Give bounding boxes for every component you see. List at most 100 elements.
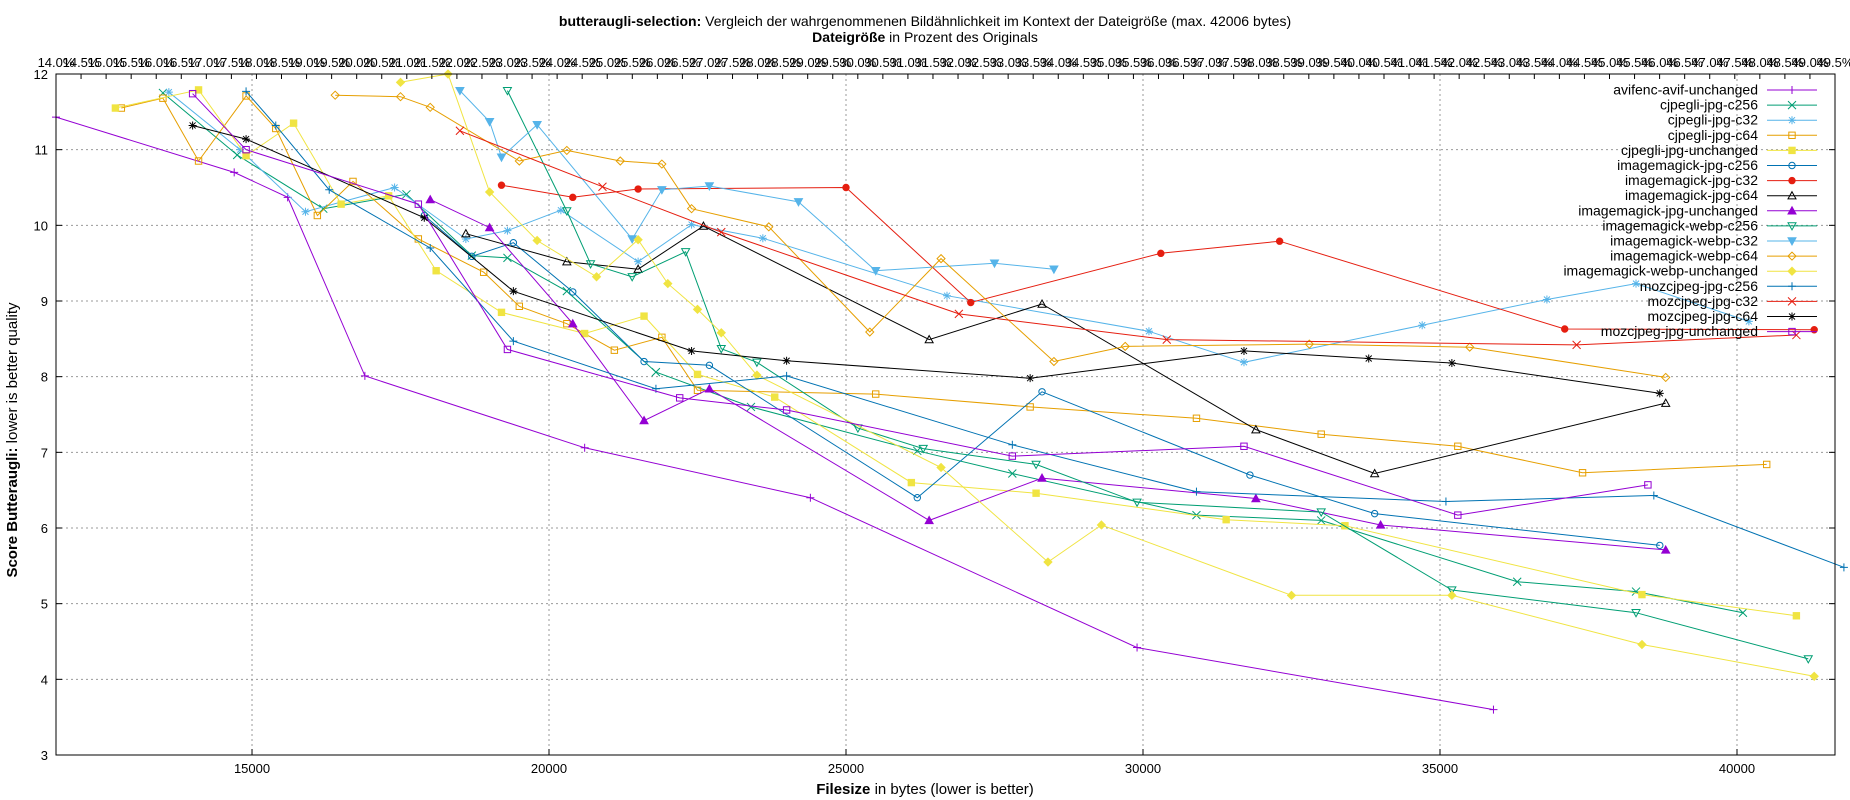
x-axis-label-rest: in bytes (lower is better): [870, 781, 1033, 798]
data-point: [325, 185, 334, 194]
data-point: [461, 228, 471, 238]
data-point: [936, 253, 946, 264]
data-point: [1157, 249, 1165, 258]
data-point: [967, 298, 975, 307]
data-point: [651, 367, 661, 377]
x2-tick-label: 21.0%: [388, 55, 425, 70]
data-point: [1787, 222, 1797, 231]
x2-tick-label: 14.5%: [63, 55, 100, 70]
data-point: [1788, 161, 1796, 170]
x2-tick-label: 29.5%: [814, 55, 851, 70]
data-point: [954, 309, 964, 319]
data-point: [1037, 298, 1047, 308]
x-tick-label: 40000: [1719, 761, 1755, 776]
legend-label: imagemagick-webp-c64: [1610, 248, 1758, 264]
y-axis-label: Score Butteraugli: lower is better quali…: [4, 302, 21, 578]
legend-entry: cjpegli-jpg-c256: [1660, 97, 1817, 113]
data-point: [242, 135, 251, 144]
data-point: [532, 120, 542, 130]
data-point: [425, 194, 436, 204]
data-point: [639, 415, 649, 425]
data-point: [1803, 655, 1814, 664]
data-point: [1787, 237, 1797, 247]
series-line: [115, 89, 1797, 617]
x-tick-label: 30000: [1125, 761, 1161, 776]
data-point: [716, 344, 727, 354]
legend-label: cjpegli-jpg-c64: [1668, 127, 1758, 143]
series-line: [459, 130, 1797, 346]
data-point: [1286, 590, 1297, 601]
series-cjpegli-jpg-c32: [164, 88, 1753, 367]
y-tick-label: 10: [34, 218, 48, 233]
data-point: [936, 462, 946, 473]
data-point: [1788, 312, 1796, 321]
data-point: [1489, 705, 1498, 714]
data-point: [515, 302, 524, 310]
y-tick-label: 11: [35, 143, 49, 158]
series-line: [168, 91, 1750, 363]
data-point: [615, 156, 625, 166]
legend-entry: imagemagick-webp-unchanged: [1563, 263, 1817, 279]
data-point: [1049, 356, 1059, 367]
data-point: [514, 156, 525, 166]
legend-entry: cjpegli-jpg-unchanged: [1621, 142, 1817, 158]
y-tick-label: 6: [41, 521, 48, 536]
x2-tick-label: 44.0%: [1541, 55, 1578, 70]
data-point: [1787, 100, 1797, 110]
data-point: [1788, 327, 1796, 336]
data-point: [1447, 359, 1456, 368]
data-point: [164, 88, 173, 97]
data-point: [1649, 491, 1658, 500]
x2-tick-label: 38.5%: [1265, 55, 1302, 70]
legend-entry: mozcjpeg-jpg-c32: [1648, 293, 1817, 309]
data-point: [1251, 424, 1261, 434]
data-point: [1787, 205, 1797, 215]
data-point: [657, 159, 667, 169]
data-point: [242, 87, 251, 96]
data-point: [640, 312, 648, 320]
data-point: [484, 117, 495, 127]
y-tick-label: 12: [34, 67, 48, 82]
data-point: [1788, 116, 1796, 125]
data-point: [188, 89, 197, 98]
series-line: [335, 94, 1666, 378]
data-point: [455, 86, 465, 96]
x2-tick-label: 40.0%: [1340, 55, 1377, 70]
x2-tick-label: 24.0%: [539, 55, 576, 70]
data-point: [1369, 468, 1380, 478]
x2-tick-label: 20.0%: [338, 55, 375, 70]
legend-label: imagemagick-webp-c32: [1610, 233, 1758, 249]
plot-area: [52, 69, 1848, 714]
data-point: [1133, 643, 1142, 652]
x2-tick-label: 22.0%: [438, 55, 475, 70]
x2-tick-label: 27.5%: [714, 55, 751, 70]
x2-tick-label: 37.5%: [1215, 55, 1252, 70]
data-point: [395, 91, 406, 102]
x2-tick-label: 47.0%: [1691, 55, 1728, 70]
data-point: [360, 371, 369, 380]
data-point: [1026, 403, 1034, 411]
data-point: [455, 126, 465, 136]
data-point: [1738, 608, 1748, 618]
x2-tick-label: 33.0%: [990, 55, 1027, 70]
data-point: [194, 157, 203, 165]
data-point: [872, 390, 880, 398]
data-point: [610, 346, 619, 354]
x2-axis-label: Dateigröße in Prozent des Originals: [812, 29, 1038, 45]
x-tick-label: 25000: [828, 761, 864, 776]
data-point: [1660, 544, 1671, 554]
x2-tick-label: 41.0%: [1391, 55, 1428, 70]
data-point: [1364, 354, 1373, 363]
x2-tick-label: 18.0%: [238, 55, 275, 70]
data-point: [771, 393, 779, 401]
data-point: [1447, 586, 1457, 596]
data-point: [1644, 481, 1652, 489]
data-point: [1572, 340, 1581, 350]
data-point: [1464, 342, 1475, 352]
series-line: [429, 199, 1666, 551]
x2-tick-label: 27.0%: [689, 55, 726, 70]
data-point: [242, 145, 250, 154]
series-mozcjpeg-jpg-c64: [188, 121, 1664, 398]
series-line: [400, 73, 1815, 677]
data-point: [1037, 473, 1047, 482]
